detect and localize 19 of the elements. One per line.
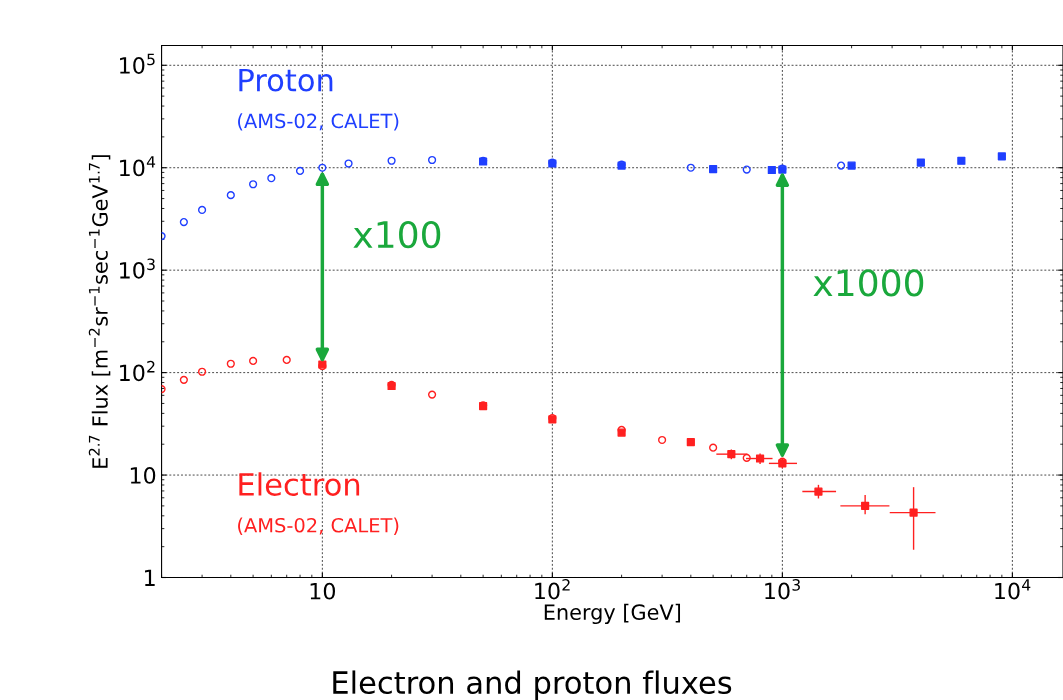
text: Electron	[239, 472, 360, 496]
x-tick-label: 10$^{4}$	[995, 579, 1031, 600]
annotation: (AMS-02, CALET)	[238, 517, 399, 535]
annotation: x1000	[813, 269, 924, 297]
text: Electron and proton fluxes	[333, 670, 732, 700]
y-tick-label: 10$^{4}$	[120, 156, 156, 177]
text: Proton	[239, 68, 333, 92]
x-tick-label: 10	[310, 582, 336, 600]
x-tick-label: 10$^{2}$	[535, 579, 570, 600]
x-axis-title: Energy [GeV]	[544, 603, 681, 625]
x-tick-label: 10$^{3}$	[765, 579, 800, 600]
y-tick-label: 1	[145, 569, 155, 586]
text: E$^{2.7}$ Flux [m$^{−2}$sr$^{−1}$sec$^{−1}$GeV$^{1.7}$]	[88, 155, 111, 468]
y-tick-label: 10$^{2}$	[120, 360, 155, 382]
y-tick-label: 10$^{5}$	[120, 53, 155, 74]
annotation: (AMS-02, CALET)	[238, 113, 399, 131]
annotation: x100	[353, 220, 441, 249]
y-tick-label: 10	[130, 467, 156, 484]
y-tick-label: 10$^{3}$	[120, 258, 155, 279]
